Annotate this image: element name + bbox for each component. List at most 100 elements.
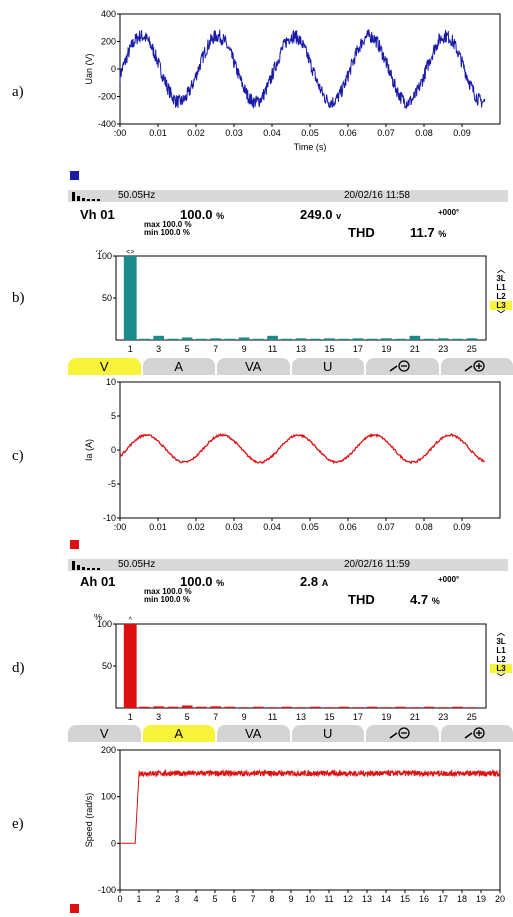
x-tick-label: 5 [185, 712, 190, 722]
tab-zoom-out[interactable] [366, 725, 439, 742]
tab-power[interactable]: VA [217, 358, 290, 375]
x-tick-label: 13 [296, 344, 306, 354]
frequency-readout: 50.05Hz [118, 190, 156, 201]
harmonic-percent: 100.0 % [180, 574, 225, 589]
mode-tabs-1: V A VA U [68, 358, 513, 375]
harmonic-bar [267, 335, 278, 340]
harmonic-bar [238, 707, 250, 708]
harmonic-bar [466, 338, 478, 340]
thd-value: 4.7 % [410, 592, 440, 607]
phase-option-l2[interactable]: L2 [496, 292, 506, 301]
phase-option-l1[interactable]: L1 [496, 646, 506, 655]
harmonic-bar [324, 338, 335, 340]
x-tick-label: 23 [438, 344, 448, 354]
phase-option-3l[interactable]: 3L [496, 274, 506, 283]
x-tick-label: 14 [381, 894, 391, 904]
tab-current[interactable]: A [142, 725, 215, 742]
y-axis-label: % [94, 614, 102, 622]
harmonic-bar [366, 706, 378, 708]
harmonic-bar [167, 706, 179, 708]
tab-unbalance[interactable]: U [291, 725, 364, 742]
y-tick-label: 0 [111, 64, 116, 74]
x-tick-label: 17 [353, 712, 363, 722]
scroll-down-icon[interactable]: ﹀ [497, 310, 505, 319]
harmonic-bar [352, 338, 364, 340]
y-tick-label: 100 [101, 792, 116, 802]
y-tick-label: -400 [98, 119, 116, 129]
phase-selector-2[interactable]: ︿ 3L L1 L2 L3 ﹀ [490, 628, 512, 682]
plot-frame [115, 623, 487, 709]
phase-option-l3[interactable]: L3 [490, 301, 512, 310]
x-tick-label: 1 [136, 894, 141, 904]
x-tick-label: 0.03 [225, 522, 243, 532]
harmonic-bar [309, 338, 321, 340]
x-tick-label: 18 [457, 894, 467, 904]
y-tick-label: 0 [111, 445, 116, 455]
mode-tabs-2: V A VA U [68, 725, 513, 742]
harmonic-bar [252, 706, 264, 708]
x-tick-label: 0.08 [415, 522, 433, 532]
harmonic-bar [224, 706, 236, 708]
x-tick-label: 7 [213, 344, 218, 354]
voltage-waveform-chart: 400 200 0 -200 -400:00 0.01 0.02 0.03 0.04 0.05 0.… [84, 9, 501, 152]
harmonic-bar [281, 706, 293, 708]
harmonic-bar [352, 707, 364, 708]
x-tick-label: 9 [242, 712, 247, 722]
x-tick-label: 0.01 [149, 128, 167, 138]
y-tick-label: 0 [111, 838, 116, 848]
harmonic-bar [224, 338, 236, 340]
phase-option-l3[interactable]: L3 [490, 664, 512, 673]
harmonic-code: Vh 01 [80, 207, 115, 222]
tab-voltage[interactable]: V [68, 725, 141, 742]
x-tick-label: 0.02 [187, 522, 205, 532]
tab-unbalance[interactable]: U [291, 358, 364, 375]
tab-voltage[interactable]: V [68, 358, 141, 375]
x-tick-label: 12 [343, 894, 353, 904]
harmonic-bar [395, 338, 406, 340]
x-tick-label: 3 [156, 344, 161, 354]
tab-power[interactable]: VA [217, 725, 290, 742]
x-tick-label: 0.07 [377, 128, 395, 138]
harmonic-bar [409, 335, 421, 340]
voltage-legend-marker [70, 171, 79, 180]
x-tick-label: 5 [212, 894, 217, 904]
x-tick-label: 0.03 [225, 128, 243, 138]
y-tick-label: 5 [111, 411, 116, 421]
harmonic-bar [452, 706, 463, 708]
harmonic-bar [252, 338, 264, 340]
phase-option-l1[interactable]: L1 [496, 283, 506, 292]
panel-label-c: c) [12, 448, 24, 464]
phase-option-3l[interactable]: 3L [496, 637, 506, 646]
series-line [119, 432, 485, 465]
tab-zoom-in[interactable] [440, 358, 513, 375]
x-tick-label: 3 [174, 894, 179, 904]
y-tick-label: -200 [98, 92, 116, 102]
x-tick-label: 0.04 [263, 128, 281, 138]
phase-selector-1[interactable]: ︿ 3L L1 L2 L3 ﹀ [490, 265, 512, 319]
x-tick-label: 9 [242, 344, 247, 354]
scroll-up-icon[interactable]: ︿ [497, 265, 505, 274]
harmonic-bar [123, 624, 137, 708]
tab-zoom-out[interactable] [366, 358, 439, 375]
y-tick-label: 400 [101, 9, 116, 19]
tab-current[interactable]: A [142, 358, 215, 375]
harmonic-bar [409, 707, 421, 708]
x-tick-label: 23 [438, 712, 448, 722]
x-tick-label: 0.07 [377, 522, 395, 532]
harmonic-bar [153, 335, 165, 340]
series-line [119, 29, 486, 110]
scroll-up-icon[interactable]: ︿ [497, 628, 505, 637]
x-tick-label: 8 [269, 894, 274, 904]
tab-zoom-in[interactable] [440, 725, 513, 742]
panel-label-b: b) [12, 290, 25, 306]
phase-angle: +000° [438, 575, 460, 584]
scroll-down-icon[interactable]: ﹀ [497, 673, 505, 682]
y-tick-label: -10 [103, 513, 116, 523]
x-tick-label: 20 [495, 894, 505, 904]
x-tick-label: 17 [353, 344, 363, 354]
y-tick-label: 100 [97, 619, 112, 629]
zoom-out-icon [389, 360, 410, 372]
phase-option-l2[interactable]: L2 [496, 655, 506, 664]
y-tick-label: 10 [106, 377, 116, 387]
